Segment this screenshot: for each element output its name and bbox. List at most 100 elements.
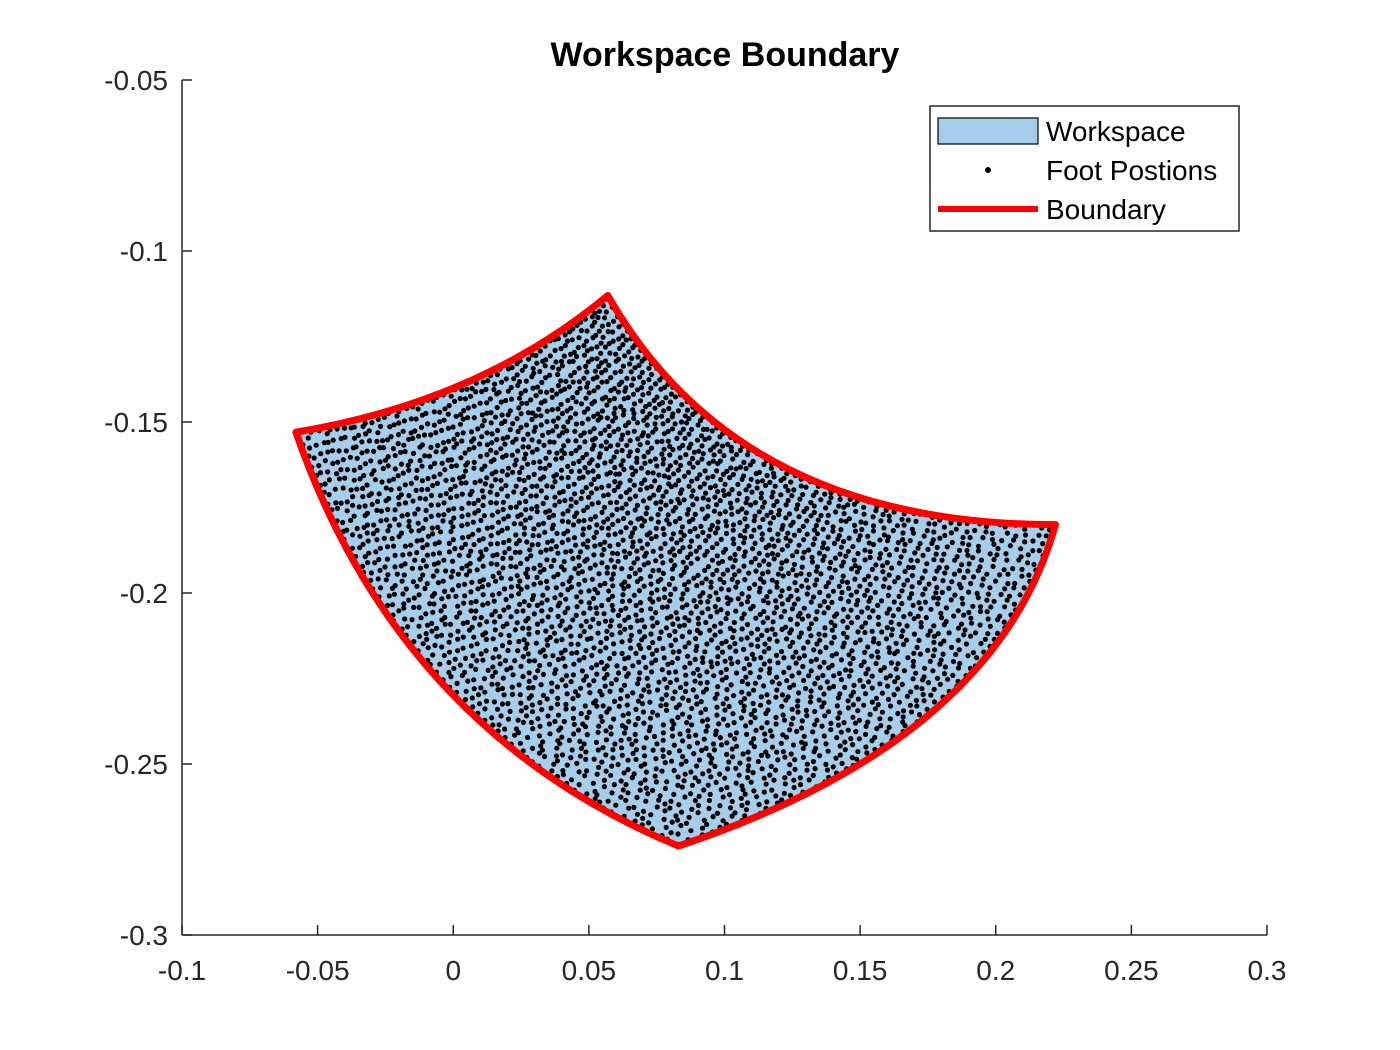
- foot-position-point: [437, 661, 443, 667]
- foot-position-point: [508, 614, 514, 620]
- foot-position-point: [634, 548, 640, 554]
- foot-position-point: [405, 624, 411, 630]
- foot-position-point: [860, 683, 866, 690]
- foot-position-point: [780, 712, 786, 718]
- foot-position-point: [702, 436, 708, 443]
- foot-position-point: [417, 565, 423, 571]
- foot-position-point: [901, 614, 907, 620]
- foot-position-point: [761, 499, 768, 505]
- foot-position-point: [408, 528, 414, 534]
- foot-position-point: [544, 408, 550, 414]
- foot-position-point: [720, 794, 726, 800]
- foot-position-point: [340, 457, 346, 463]
- foot-position-point: [724, 696, 730, 702]
- foot-position-point: [609, 602, 615, 609]
- foot-position-point: [1026, 572, 1032, 578]
- foot-position-point: [730, 711, 736, 717]
- foot-position-point: [944, 565, 950, 571]
- foot-position-point: [941, 524, 948, 530]
- foot-position-point: [537, 700, 543, 706]
- foot-position-point: [787, 762, 793, 768]
- x-tick-label: 0.25: [1104, 955, 1159, 986]
- foot-position-point: [489, 440, 495, 446]
- foot-position-point: [659, 451, 665, 457]
- foot-position-point: [760, 504, 766, 510]
- foot-position-point: [425, 475, 431, 482]
- foot-position-point: [884, 560, 890, 566]
- foot-position-point: [736, 568, 742, 574]
- foot-position-point: [828, 727, 834, 733]
- foot-position-point: [791, 532, 798, 538]
- foot-position-point: [611, 429, 617, 435]
- foot-position-point: [626, 719, 632, 725]
- foot-position-point: [675, 774, 681, 780]
- foot-position-point: [589, 356, 595, 362]
- foot-position-point: [564, 762, 570, 768]
- foot-position-point: [577, 385, 583, 391]
- foot-position-point: [520, 444, 526, 450]
- foot-position-point: [678, 809, 685, 815]
- foot-position-point: [402, 561, 408, 567]
- foot-position-point: [893, 666, 899, 672]
- foot-position-point: [717, 803, 723, 809]
- foot-position-point: [799, 583, 805, 589]
- foot-position-point: [502, 441, 508, 447]
- foot-position-point: [879, 629, 885, 635]
- foot-position-point: [523, 498, 529, 504]
- foot-position-point: [452, 398, 458, 404]
- foot-position-point: [414, 583, 420, 589]
- foot-position-point: [658, 499, 664, 505]
- foot-position-point: [709, 755, 715, 761]
- foot-position-point: [916, 712, 923, 718]
- foot-position-point: [757, 524, 763, 530]
- foot-position-point: [815, 675, 821, 681]
- foot-position-point: [769, 679, 776, 685]
- foot-position-point: [484, 452, 490, 458]
- foot-position-point: [816, 697, 822, 703]
- foot-position-point: [850, 689, 857, 695]
- foot-position-point: [812, 681, 818, 687]
- foot-position-point: [647, 495, 653, 501]
- foot-position-point: [714, 810, 721, 816]
- foot-position-point: [549, 394, 555, 400]
- foot-position-point: [489, 483, 495, 489]
- foot-position-point: [546, 514, 552, 521]
- foot-position-point: [421, 432, 428, 438]
- foot-position-point: [544, 483, 550, 489]
- foot-position-point: [538, 422, 544, 428]
- foot-position-point: [675, 616, 681, 622]
- foot-position-point: [497, 661, 503, 667]
- foot-position-point: [648, 484, 654, 490]
- foot-position-point: [516, 476, 522, 482]
- foot-position-point: [746, 662, 753, 668]
- foot-position-point: [391, 476, 397, 482]
- foot-position-point: [955, 625, 962, 631]
- foot-position-point: [411, 639, 417, 645]
- foot-position-point: [627, 496, 633, 502]
- foot-position-point: [526, 625, 532, 631]
- foot-position-point: [870, 541, 877, 548]
- foot-position-point: [744, 452, 751, 458]
- foot-position-point: [705, 723, 711, 729]
- foot-position-point: [642, 777, 648, 783]
- foot-position-point: [497, 613, 503, 620]
- foot-position-point: [621, 682, 628, 688]
- foot-position-point: [474, 658, 480, 664]
- foot-position-point: [930, 653, 936, 659]
- foot-position-point: [650, 470, 656, 476]
- foot-position-point: [883, 636, 890, 642]
- foot-position-point: [612, 405, 618, 411]
- foot-position-point: [739, 802, 745, 809]
- foot-position-point: [483, 636, 489, 643]
- foot-position-point: [555, 571, 561, 578]
- foot-position-point: [406, 467, 412, 473]
- foot-position-point: [650, 747, 656, 753]
- foot-position-point: [746, 691, 752, 697]
- foot-position-point: [835, 695, 842, 701]
- foot-position-point: [648, 812, 654, 818]
- foot-position-point: [505, 412, 511, 418]
- foot-position-point: [468, 643, 474, 649]
- foot-position-point: [631, 804, 637, 811]
- foot-position-point: [533, 352, 539, 359]
- foot-position-point: [366, 550, 372, 556]
